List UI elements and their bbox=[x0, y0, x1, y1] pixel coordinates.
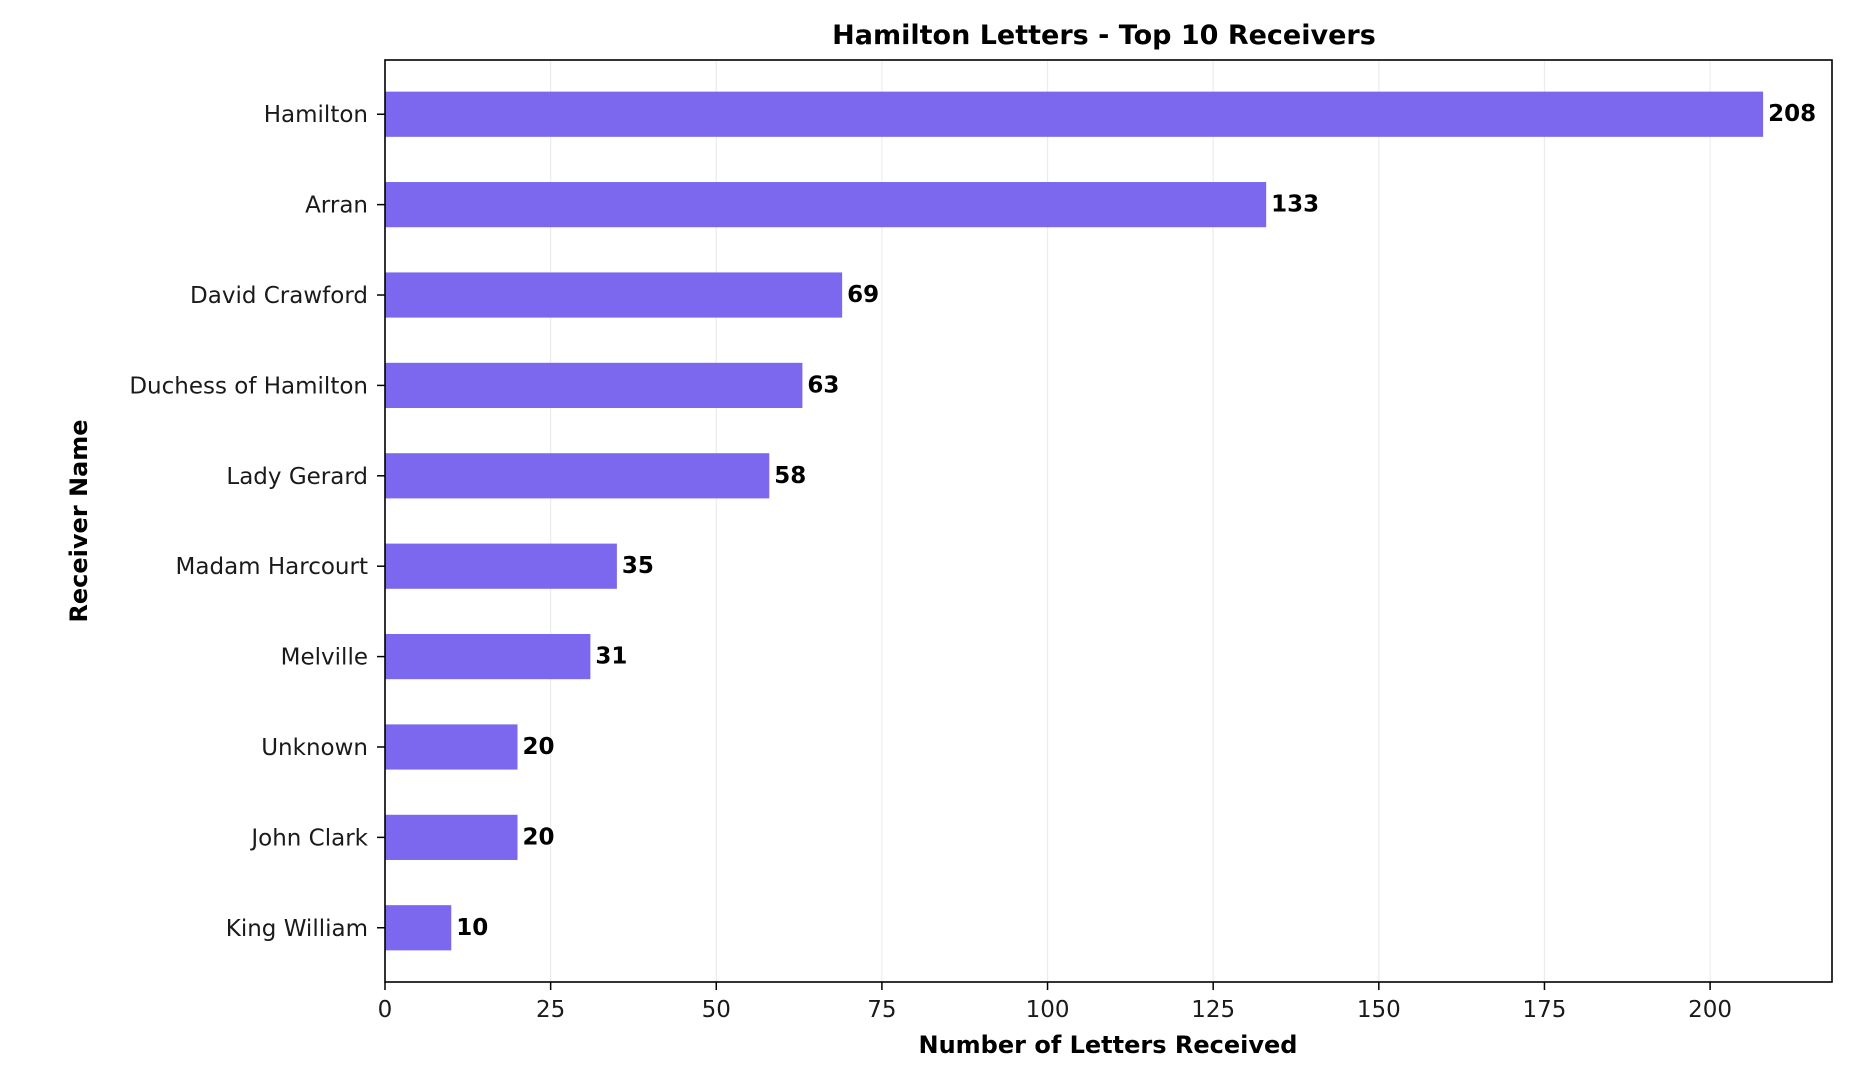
data-label: 20 bbox=[523, 734, 555, 760]
y-tick-label: Madam Harcourt bbox=[176, 554, 368, 580]
y-tick-label: Arran bbox=[305, 193, 368, 219]
x-tick-label: 0 bbox=[378, 997, 393, 1023]
data-label: 31 bbox=[595, 644, 627, 670]
chart-title: Hamilton Letters - Top 10 Receivers bbox=[832, 20, 1376, 51]
bar bbox=[385, 633, 591, 680]
data-label: 133 bbox=[1271, 192, 1319, 218]
bar bbox=[385, 543, 617, 589]
y-axis-title: Receiver Name bbox=[65, 419, 93, 622]
x-tick-label: 50 bbox=[702, 997, 731, 1023]
x-tick-label: 100 bbox=[1026, 997, 1070, 1023]
bar bbox=[385, 724, 518, 770]
y-tick-label: David Crawford bbox=[190, 283, 368, 309]
x-tick-label: 175 bbox=[1523, 997, 1567, 1023]
y-tick-label: King William bbox=[226, 916, 368, 942]
y-axis: Hamilton Arran David Crawford Duchess of Ha… bbox=[129, 102, 385, 942]
bar bbox=[385, 362, 803, 409]
data-label: 10 bbox=[456, 915, 488, 941]
bar bbox=[385, 272, 843, 318]
value-labels: 208 133 69 63 58 35 31 20 20 10 bbox=[456, 101, 1816, 941]
y-tick-label: Unknown bbox=[261, 735, 368, 761]
data-label: 35 bbox=[622, 553, 654, 579]
bar bbox=[385, 814, 518, 860]
y-tick-label: Hamilton bbox=[264, 102, 368, 128]
data-label: 69 bbox=[847, 282, 879, 308]
bar bbox=[385, 91, 1764, 137]
x-tick-label: 75 bbox=[867, 997, 896, 1023]
plot-frame bbox=[384, 59, 1833, 983]
x-tick-label: 125 bbox=[1191, 997, 1235, 1023]
data-label: 63 bbox=[807, 372, 839, 398]
y-tick-label: John Clark bbox=[249, 825, 368, 851]
x-axis-title: Number of Letters Received bbox=[919, 1031, 1298, 1059]
y-tick-label: Duchess of Hamilton bbox=[129, 373, 368, 399]
bar bbox=[385, 182, 1267, 228]
x-axis: 0 25 50 75 100 125 150 175 200 bbox=[378, 982, 1732, 1023]
bar bbox=[385, 453, 770, 499]
data-label: 58 bbox=[774, 463, 806, 489]
x-tick-label: 200 bbox=[1688, 997, 1732, 1023]
x-tick-label: 25 bbox=[536, 997, 565, 1023]
y-tick-label: Melville bbox=[281, 645, 368, 671]
bar bbox=[385, 905, 452, 951]
y-tick-label: Lady Gerard bbox=[226, 464, 368, 490]
data-label: 20 bbox=[523, 824, 555, 850]
data-label: 208 bbox=[1768, 101, 1816, 127]
x-tick-label: 150 bbox=[1357, 997, 1401, 1023]
bars bbox=[385, 91, 1764, 951]
